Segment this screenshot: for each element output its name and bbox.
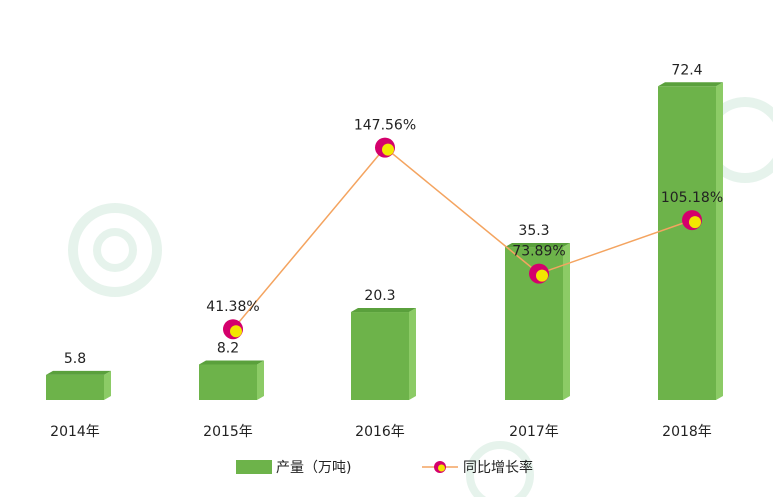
growth-rate-point <box>375 137 395 158</box>
x-tick-label: 2014年 <box>50 424 100 440</box>
bar-side <box>716 82 723 401</box>
bar-side <box>409 308 416 400</box>
growth-rate-label: 105.18% <box>661 190 723 206</box>
legend-line-label: 同比增长率 <box>463 459 533 476</box>
bar-0 <box>46 370 111 400</box>
marker-center <box>382 143 394 156</box>
bar-front <box>351 312 409 400</box>
legend-line-marker-center <box>438 464 445 472</box>
bar-value-labels: 5.8 8.2 20.3 35.3 72.4 <box>64 62 703 367</box>
growth-rate-line <box>232 146 693 330</box>
bar-2 <box>351 308 416 400</box>
bar-value-label: 35.3 <box>518 223 549 239</box>
growth-rate-point <box>682 210 702 231</box>
legend-bar-label: 产量（万吨) <box>276 460 351 476</box>
x-tick-label: 2017年 <box>509 424 559 440</box>
bar-1 <box>199 360 264 400</box>
bar-top <box>46 370 111 375</box>
bar-side <box>563 243 570 400</box>
watermark-swirl-icon <box>68 203 162 297</box>
growth-rate-label: 73.89% <box>512 244 565 260</box>
bar-series <box>46 82 723 401</box>
legend: 产量（万吨) 同比增长率 <box>236 459 533 476</box>
bar-side <box>104 370 111 400</box>
legend-bar-swatch <box>236 460 272 474</box>
bar-value-label: 72.4 <box>671 62 702 78</box>
marker-center <box>230 325 242 338</box>
growth-rate-labels: 41.38% 147.56% 73.89% 105.18% <box>206 118 723 316</box>
growth-rate-label: 41.38% <box>206 299 259 315</box>
marker-center <box>689 216 701 229</box>
bar-value-label: 8.2 <box>217 340 239 356</box>
watermark-layer <box>68 97 773 497</box>
growth-rate-point <box>223 319 243 340</box>
bar-value-label: 20.3 <box>364 288 395 304</box>
bar-top <box>505 243 570 248</box>
growth-rate-series <box>223 137 702 340</box>
marker-center <box>536 269 548 282</box>
x-axis-tick-labels: 2014年 2015年 2016年 2017年 2018年 <box>50 424 712 440</box>
growth-rate-label: 147.56% <box>354 118 416 134</box>
bar-top <box>351 308 416 313</box>
bar-side <box>257 360 264 400</box>
growth-rate-point <box>529 263 549 284</box>
bar-4 <box>658 82 723 401</box>
bar-top <box>199 360 264 365</box>
bar-front <box>199 364 257 400</box>
bar-front <box>658 86 716 401</box>
bar-top <box>658 82 723 87</box>
watermark-swirl-icon <box>466 441 534 497</box>
bar-value-label: 5.8 <box>64 351 86 367</box>
bar-front <box>46 374 104 400</box>
x-tick-label: 2015年 <box>203 424 253 440</box>
x-tick-label: 2016年 <box>355 424 405 440</box>
x-tick-label: 2018年 <box>662 424 712 440</box>
